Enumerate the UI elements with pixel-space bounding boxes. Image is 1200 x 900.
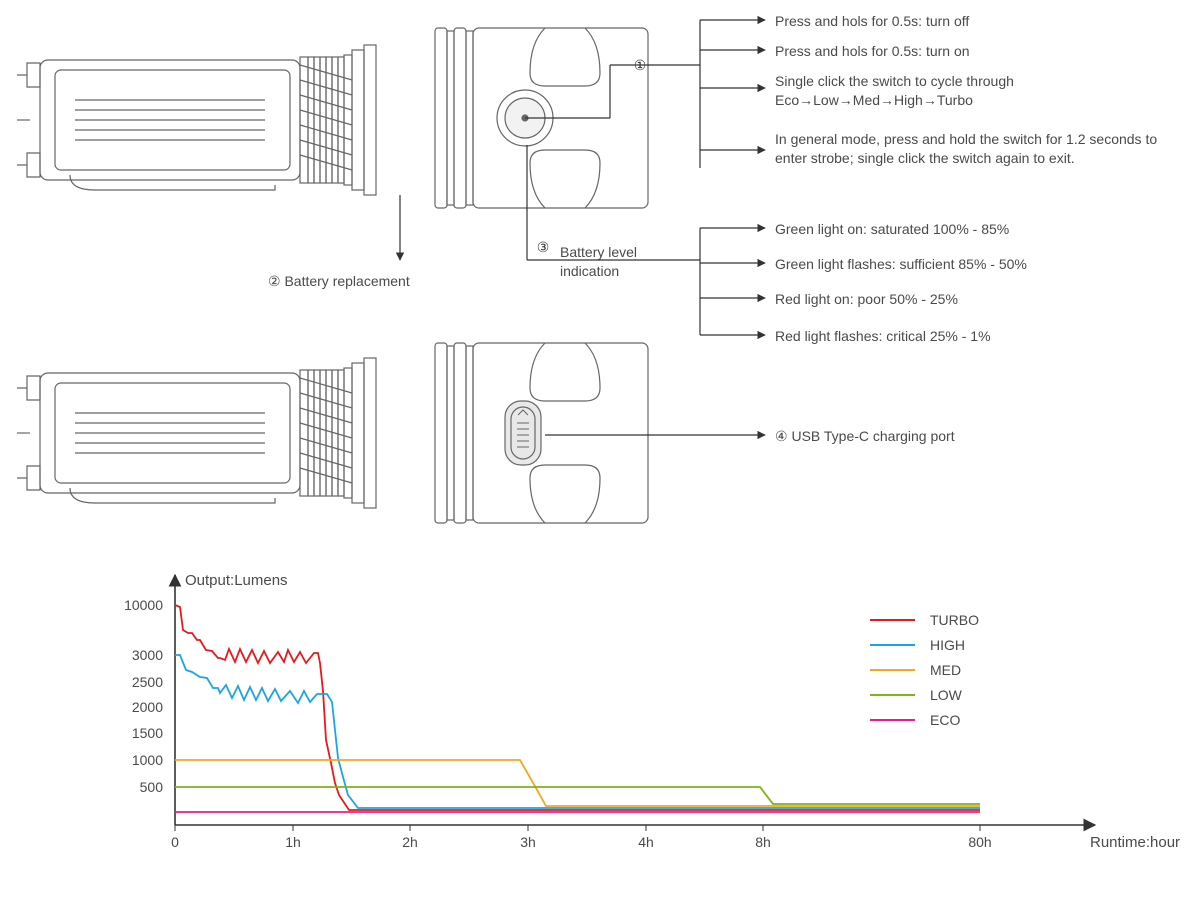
- chart-svg: Output:LumensRuntime:hour100003000250020…: [0, 0, 1200, 900]
- svg-text:2500: 2500: [132, 674, 163, 690]
- svg-text:MED: MED: [930, 662, 961, 678]
- svg-text:LOW: LOW: [930, 687, 963, 703]
- series-high: [175, 655, 980, 808]
- svg-text:ECO: ECO: [930, 712, 960, 728]
- svg-text:Output:Lumens: Output:Lumens: [185, 572, 288, 589]
- svg-text:TURBO: TURBO: [930, 612, 979, 628]
- svg-text:4h: 4h: [638, 834, 654, 850]
- svg-text:0: 0: [171, 834, 179, 850]
- svg-text:10000: 10000: [124, 597, 163, 613]
- svg-text:2h: 2h: [402, 834, 418, 850]
- series-med: [175, 760, 980, 806]
- svg-text:3h: 3h: [520, 834, 536, 850]
- svg-text:80h: 80h: [968, 834, 991, 850]
- svg-text:2000: 2000: [132, 699, 163, 715]
- series-low: [175, 787, 980, 804]
- svg-text:8h: 8h: [755, 834, 771, 850]
- svg-text:1000: 1000: [132, 752, 163, 768]
- svg-text:500: 500: [140, 779, 164, 795]
- svg-text:3000: 3000: [132, 647, 163, 663]
- svg-text:HIGH: HIGH: [930, 637, 965, 653]
- series-turbo: [175, 605, 980, 810]
- svg-text:1500: 1500: [132, 725, 163, 741]
- runtime-chart: Output:LumensRuntime:hour100003000250020…: [0, 0, 1200, 900]
- svg-text:Runtime:hour: Runtime:hour: [1090, 834, 1180, 851]
- svg-text:1h: 1h: [285, 834, 301, 850]
